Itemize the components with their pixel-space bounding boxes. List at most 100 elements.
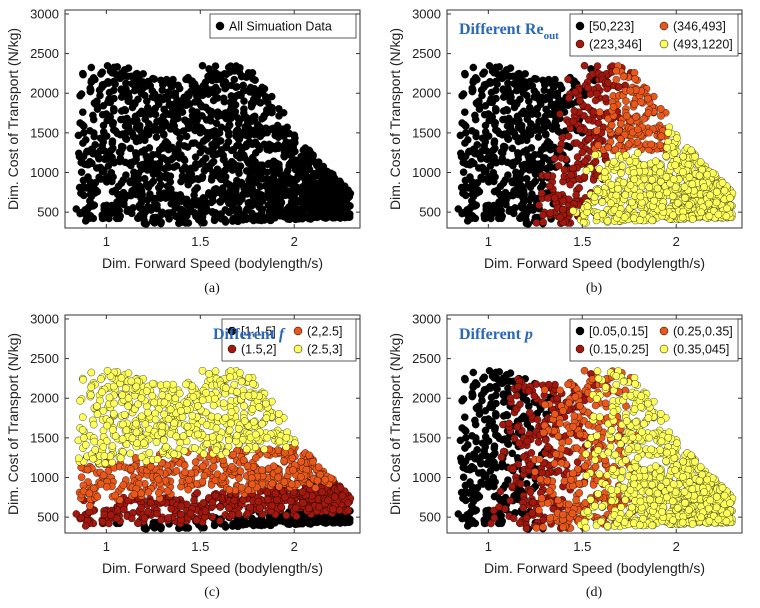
scatter-point (178, 108, 187, 116)
scatter-point (85, 184, 94, 193)
scatter-point (78, 426, 87, 434)
scatter-point (226, 68, 234, 76)
scatter-point (192, 516, 201, 524)
series-3 (591, 62, 671, 156)
scatter-point (263, 433, 271, 442)
y-tick-label: 2000 (412, 86, 441, 101)
scatter-point (344, 506, 353, 515)
scatter-point (100, 205, 108, 214)
scatter-point (211, 89, 219, 98)
scatter-point (540, 117, 549, 126)
scatter-point (512, 185, 521, 193)
scatter-point (254, 521, 262, 529)
scatter-point (263, 488, 272, 496)
scatter-point (124, 191, 132, 200)
scatter-point (201, 507, 210, 516)
scatter-point (144, 183, 153, 191)
scatter-point (184, 485, 192, 494)
scatter-point (111, 432, 120, 440)
scatter-point (651, 157, 660, 165)
scatter-point (150, 93, 158, 102)
scatter-point (616, 135, 625, 143)
scatter-point (465, 160, 474, 169)
scatter-point (637, 98, 645, 106)
scatter-point (262, 109, 271, 117)
scatter-point (622, 97, 630, 105)
scatter-point (514, 77, 523, 86)
scatter-point (625, 157, 634, 165)
scatter-point (89, 484, 98, 493)
scatter-point (252, 125, 260, 134)
scatter-point (578, 148, 587, 157)
scatter-point (287, 480, 296, 488)
scatter-point (145, 449, 154, 457)
scatter-point (176, 439, 184, 447)
scatter-point (548, 100, 557, 109)
scatter-point (522, 219, 531, 228)
scatter-point (103, 116, 111, 125)
scatter-point (532, 219, 541, 227)
scatter-point (524, 82, 533, 90)
scatter-point (569, 117, 577, 126)
scatter-point (266, 216, 274, 225)
scatter-point (89, 179, 98, 188)
scatter-point (688, 215, 697, 223)
scatter-point (111, 491, 119, 500)
scatter-point (229, 450, 238, 459)
scatter-point (306, 180, 315, 188)
series-4 (569, 123, 737, 227)
scatter-point (534, 133, 543, 141)
y-tick-label: 2000 (30, 86, 59, 101)
scatter-point (615, 83, 623, 91)
scatter-point (564, 75, 572, 84)
scatter-point (281, 493, 289, 502)
scatter-point (309, 152, 317, 161)
scatter-point (621, 191, 630, 199)
scatter-point (268, 196, 276, 205)
scatter-point (99, 471, 108, 480)
scatter-point (186, 509, 195, 518)
scatter-point (126, 144, 135, 153)
scatter-point (565, 94, 573, 102)
scatter-point (170, 114, 178, 122)
scatter-point (590, 193, 599, 202)
scatter-point (522, 134, 530, 142)
scatter-point (530, 87, 539, 95)
scatter-point (516, 214, 524, 222)
scatter-point (657, 132, 666, 141)
scatter-point (679, 168, 687, 176)
scatter-point (97, 375, 105, 383)
scatter-point (166, 100, 175, 109)
scatter-point (619, 178, 628, 187)
scatter-point (626, 181, 635, 189)
scatter-point (167, 505, 175, 513)
scatter-point (239, 191, 248, 199)
scatter-point (612, 191, 621, 200)
scatter-point (273, 496, 281, 504)
scatter-point (713, 188, 721, 196)
scatter-point (296, 518, 305, 527)
scatter-point (640, 115, 648, 123)
scatter-point (249, 75, 257, 83)
scatter-point (83, 160, 92, 169)
scatter-point (225, 199, 233, 207)
scatter-point (228, 206, 237, 214)
scatter-point (188, 107, 197, 115)
scatter-point (118, 86, 126, 94)
scatter-point (258, 161, 266, 169)
scatter-point (225, 486, 234, 494)
scatter-point (645, 128, 653, 137)
scatter-point (469, 86, 477, 94)
scatter-point (79, 70, 87, 79)
scatter-point (559, 197, 568, 205)
scatter-point (201, 202, 210, 211)
scatter-point (280, 152, 288, 160)
scatter-point (209, 157, 218, 166)
scatter-point (291, 134, 299, 142)
y-tick-label: 1500 (412, 125, 441, 140)
scatter-point (617, 169, 625, 178)
legend-label: All Simuation Data (229, 20, 332, 34)
scatter-point (140, 524, 149, 533)
scatter-point (93, 187, 102, 196)
scatter-point (331, 493, 339, 501)
